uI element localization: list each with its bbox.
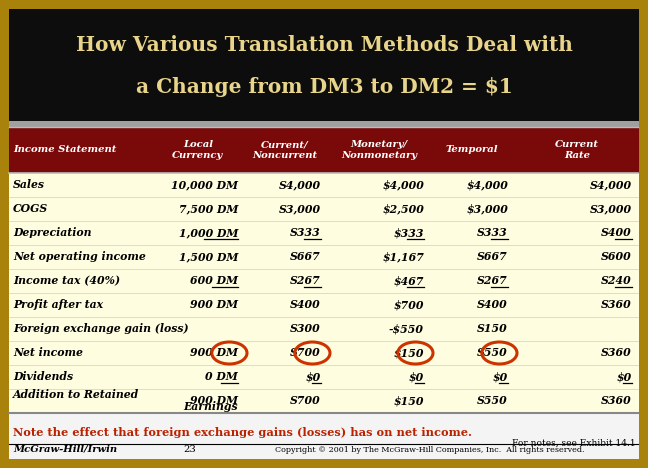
- Text: S267: S267: [290, 276, 321, 286]
- Text: S550: S550: [477, 395, 508, 407]
- Text: $4,000: $4,000: [382, 180, 424, 190]
- FancyBboxPatch shape: [9, 127, 639, 173]
- Text: Addition to Retained: Addition to Retained: [13, 389, 139, 401]
- Text: S550: S550: [477, 348, 508, 358]
- FancyBboxPatch shape: [9, 413, 639, 459]
- Text: S4,000: S4,000: [279, 180, 321, 190]
- Text: S600: S600: [601, 251, 632, 263]
- Text: S267: S267: [477, 276, 508, 286]
- Text: 1,000 DM: 1,000 DM: [179, 227, 238, 239]
- Text: Foreign exchange gain (loss): Foreign exchange gain (loss): [13, 323, 189, 335]
- Text: Net operating income: Net operating income: [13, 251, 146, 263]
- Text: $3,000: $3,000: [466, 204, 508, 214]
- Text: S3,000: S3,000: [279, 204, 321, 214]
- Text: Sales: Sales: [13, 180, 45, 190]
- FancyBboxPatch shape: [9, 9, 639, 121]
- Text: S4,000: S4,000: [590, 180, 632, 190]
- Text: 10,000 DM: 10,000 DM: [171, 180, 238, 190]
- Text: Temporal: Temporal: [446, 146, 498, 154]
- Text: S360: S360: [601, 300, 632, 310]
- Text: Local
Currency: Local Currency: [172, 140, 224, 160]
- Text: Net income: Net income: [13, 348, 83, 358]
- Text: 600 DM: 600 DM: [190, 276, 238, 286]
- Text: For notes, see Exhibit 14.1: For notes, see Exhibit 14.1: [513, 439, 636, 448]
- Text: S400: S400: [290, 300, 321, 310]
- Text: S300: S300: [290, 323, 321, 335]
- Text: Depreciation: Depreciation: [13, 227, 91, 239]
- Text: S333: S333: [477, 227, 508, 239]
- Text: 900 DM: 900 DM: [190, 300, 238, 310]
- Text: S360: S360: [601, 395, 632, 407]
- Text: Current
Rate: Current Rate: [555, 140, 599, 160]
- Text: $467: $467: [393, 276, 424, 286]
- Text: 900 DM: 900 DM: [190, 348, 238, 358]
- Text: Income tax (40%): Income tax (40%): [13, 276, 120, 286]
- Text: Dividends: Dividends: [13, 372, 73, 382]
- Text: $0: $0: [617, 372, 632, 382]
- FancyBboxPatch shape: [9, 127, 639, 413]
- FancyBboxPatch shape: [9, 121, 639, 127]
- Text: Income Statement: Income Statement: [13, 146, 117, 154]
- Text: Copyright © 2001 by The McGraw-Hill Companies, Inc.  All rights reserved.: Copyright © 2001 by The McGraw-Hill Comp…: [275, 446, 584, 454]
- Text: Note the effect that foreign exchange gains (losses) has on net income.: Note the effect that foreign exchange ga…: [13, 427, 472, 438]
- Text: S3,000: S3,000: [590, 204, 632, 214]
- Text: 23: 23: [183, 445, 196, 454]
- Text: $0: $0: [409, 372, 424, 382]
- Text: $0: $0: [306, 372, 321, 382]
- Text: S700: S700: [290, 348, 321, 358]
- Text: a Change from DM3 to DM2 = $1: a Change from DM3 to DM2 = $1: [135, 77, 513, 97]
- Text: $4,000: $4,000: [466, 180, 508, 190]
- Text: How Various Translation Methods Deal with: How Various Translation Methods Deal wit…: [76, 35, 572, 55]
- Text: 7,500 DM: 7,500 DM: [179, 204, 238, 214]
- Text: $700: $700: [393, 300, 424, 310]
- Text: $150: $150: [393, 348, 424, 358]
- Text: $333: $333: [393, 227, 424, 239]
- Text: COGS: COGS: [13, 204, 48, 214]
- Text: $150: $150: [393, 395, 424, 407]
- Text: $2,500: $2,500: [382, 204, 424, 214]
- Text: $0: $0: [492, 372, 508, 382]
- Text: Earnings: Earnings: [183, 402, 238, 412]
- Text: $1,167: $1,167: [382, 251, 424, 263]
- Text: S360: S360: [601, 348, 632, 358]
- Text: -$550: -$550: [389, 323, 424, 335]
- Text: S240: S240: [601, 276, 632, 286]
- Text: S400: S400: [601, 227, 632, 239]
- Text: S400: S400: [477, 300, 508, 310]
- Text: McGraw-Hill/Irwin: McGraw-Hill/Irwin: [13, 445, 117, 454]
- Text: Profit after tax: Profit after tax: [13, 300, 103, 310]
- Text: 900 DM: 900 DM: [190, 395, 238, 407]
- Text: S150: S150: [477, 323, 508, 335]
- Text: S667: S667: [477, 251, 508, 263]
- Text: 1,500 DM: 1,500 DM: [179, 251, 238, 263]
- Text: S333: S333: [290, 227, 321, 239]
- Text: Current/
Noncurrent: Current/ Noncurrent: [253, 140, 318, 160]
- Text: S667: S667: [290, 251, 321, 263]
- Text: Monetary/
Nonmonetary: Monetary/ Nonmonetary: [341, 140, 417, 160]
- Text: S700: S700: [290, 395, 321, 407]
- Text: 0 DM: 0 DM: [205, 372, 238, 382]
- FancyBboxPatch shape: [9, 9, 639, 459]
